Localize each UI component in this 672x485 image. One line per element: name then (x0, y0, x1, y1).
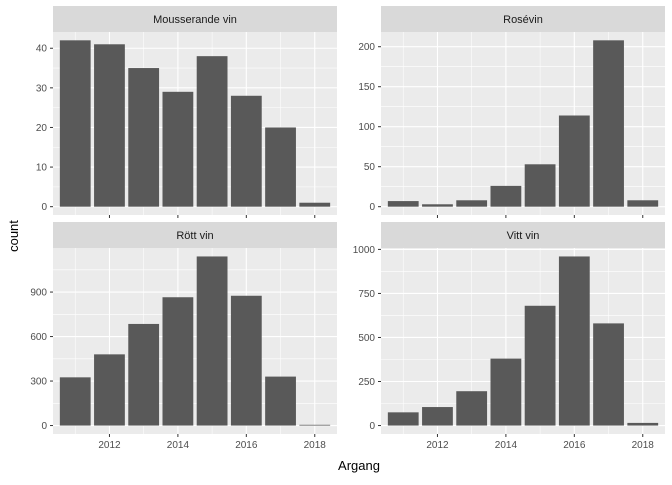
bar (490, 358, 522, 426)
y-tick-label: 50 (364, 162, 376, 173)
y-tick-label: 1000 (353, 245, 376, 256)
y-tick-label: 20 (36, 123, 48, 134)
y-tick-label: 250 (358, 377, 375, 388)
bar (387, 412, 419, 426)
bar (230, 295, 262, 426)
y-tick-label: 30 (36, 83, 48, 94)
bar (558, 115, 590, 207)
bar (627, 200, 659, 207)
bar (128, 68, 160, 207)
bar (59, 40, 91, 207)
bar (196, 56, 228, 207)
facet-title: Mousserande vin (153, 14, 237, 26)
x-tick-label: 2018 (304, 440, 327, 451)
x-tick-label: 2012 (426, 440, 449, 451)
bar (456, 200, 488, 207)
x-tick-label: 2012 (98, 440, 121, 451)
facet-panel: Rött vin 0 300 600 900 2012 2014 2016 2018 (30, 222, 337, 451)
bar (490, 185, 522, 207)
x-tick-label: 2014 (495, 440, 518, 451)
x-tick-label: 2018 (632, 440, 655, 451)
facet-strip (381, 222, 665, 248)
facet-panel: Mousserande vin 0 10 20 30 40 (36, 6, 337, 218)
bar (230, 95, 262, 207)
x-tick-label: 2016 (563, 440, 586, 451)
bar (524, 164, 556, 207)
bar (387, 201, 419, 207)
y-tick-label: 40 (36, 44, 48, 55)
facet-title: Rosévin (503, 14, 543, 26)
y-tick-label: 200 (358, 42, 375, 53)
bar (59, 377, 91, 426)
bar (558, 256, 590, 426)
y-tick-label: 150 (358, 82, 375, 93)
bar (524, 305, 556, 426)
y-tick-label: 0 (41, 421, 47, 432)
y-tick-label: 100 (358, 122, 375, 133)
facet-strip (381, 6, 665, 32)
bar (128, 323, 160, 426)
y-tick-label: 300 (30, 377, 47, 388)
y-tick-label: 10 (36, 163, 48, 174)
facet-panel: Vitt vin 0 250 500 750 1000 2012 2014 2016 2018 (353, 222, 665, 451)
bar (94, 354, 125, 426)
y-tick-label: 900 (30, 288, 47, 299)
facet-strip (53, 6, 337, 32)
bar (627, 422, 659, 426)
bar (422, 407, 453, 426)
bar (265, 376, 296, 426)
x-tick-label: 2014 (167, 440, 190, 451)
bar (299, 424, 331, 426)
y-tick-label: 0 (369, 421, 375, 432)
bar (265, 127, 296, 207)
bar (422, 204, 453, 207)
facet-title: Vitt vin (507, 230, 540, 242)
bar (94, 44, 125, 207)
bar (162, 297, 194, 426)
y-tick-label: 600 (30, 332, 47, 343)
x-tick-label: 2016 (235, 440, 258, 451)
y-tick-label: 0 (369, 202, 375, 213)
bar (196, 256, 228, 426)
bar (299, 202, 331, 207)
y-tick-label: 0 (41, 202, 47, 213)
bar (593, 40, 624, 207)
y-axis-title: count (6, 220, 21, 252)
y-tick-label: 750 (358, 289, 375, 300)
bar (593, 323, 624, 426)
y-tick-label: 500 (358, 333, 375, 344)
facet-title: Rött vin (176, 230, 213, 242)
bar (162, 91, 194, 207)
x-axis-title: Argang (338, 458, 380, 473)
facet-panel: Rosévin 0 50 100 150 200 (358, 6, 665, 218)
bar (456, 391, 488, 426)
facet-strip (53, 222, 337, 248)
